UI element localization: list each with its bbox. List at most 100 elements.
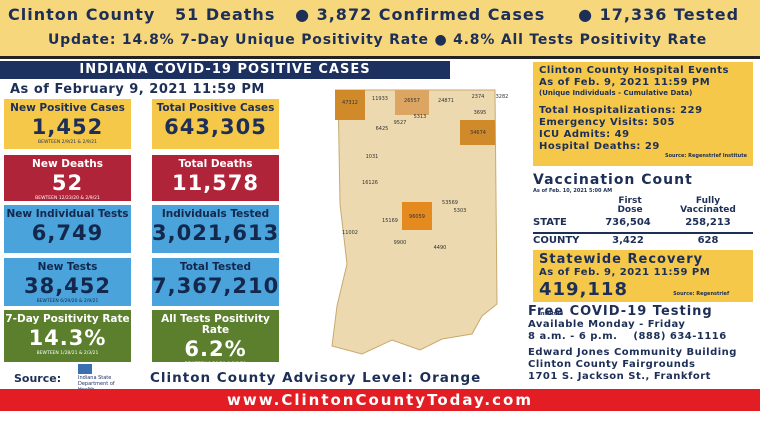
col-header: First Dose — [617, 196, 643, 215]
tile-value: 1,452 — [31, 115, 104, 139]
county-shade — [402, 202, 432, 230]
hospital-sub: (Unique Individuals - Cumulative Data) — [539, 89, 693, 97]
map-label: 24871 — [438, 98, 454, 104]
tile: Total Positive Cases 643,305 — [152, 99, 279, 149]
tile: All Tests Positivity Rate 6.2% BEWTEEN 1/2… — [152, 310, 279, 367]
tile-label: New Deaths — [32, 158, 103, 170]
map-label: 11933 — [372, 96, 388, 102]
testing: Free COVID-19 Testing Available Monday -… — [528, 304, 756, 383]
map-label: 15169 — [382, 218, 398, 224]
map-label: 16126 — [362, 180, 378, 186]
map-label: 6425 — [376, 126, 389, 132]
as-of: As of February 9, 2021 11:59 PM — [10, 82, 265, 97]
map-label: 53569 — [442, 200, 458, 206]
tile-value: 6,749 — [31, 221, 104, 245]
map-label: 9900 — [394, 240, 407, 246]
vaccination-value: 736,504 — [605, 217, 651, 228]
map-label: 4490 — [434, 245, 447, 251]
vaccination-title: Vaccination Count — [533, 172, 693, 188]
tile-label: New Positive Cases — [10, 102, 125, 114]
tested: ● 17,336 Tested — [578, 5, 740, 24]
tile-value: 643,305 — [164, 115, 267, 139]
vaccination-box: Vaccination Count As of Feb. 10, 2021 5:… — [533, 172, 753, 248]
tile-label: 7-Day Positivity Rate — [5, 313, 130, 325]
hospital-title: Clinton County Hospital Events — [539, 65, 729, 76]
tile: New Tests 38,452 BEWTEEN 6/29/20 & 2/9/21 — [4, 258, 131, 306]
row-label: COUNTY — [533, 235, 580, 246]
testing-phone: (888) 634-1116 — [633, 331, 727, 342]
tile-value: 38,452 — [23, 274, 112, 298]
tile-note: BEWTEEN 1/28/21 & 2/3/21 — [36, 351, 99, 356]
rule — [0, 56, 760, 59]
map-label: 47312 — [342, 100, 358, 106]
map-labels: 47312 11933 9527 26557 24871 2374 3282 6425 5313… — [342, 94, 508, 251]
hospital-items: Total Hospitalizations: 229 Emergency Vis… — [539, 105, 747, 153]
vaccination-value: 628 — [697, 235, 719, 246]
vaccination-as-of: As of Feb. 10, 2021 5:00 AM — [533, 188, 613, 194]
tile-label: Total Tested — [179, 261, 252, 273]
hospital-box: Clinton County Hospital Events As of Feb… — [533, 62, 753, 166]
tile-label: All Tests Positivity Rate — [161, 313, 270, 336]
map-label: 2374 — [472, 94, 485, 100]
map-label: 96059 — [409, 214, 425, 220]
testing-title: Free COVID-19 Testing — [528, 304, 713, 319]
tile-label: New Tests — [37, 261, 98, 273]
tile-note: BEWTEEN 12/23/20 & 2/9/21 — [35, 196, 100, 201]
map-label: 5313 — [414, 114, 427, 120]
map-label: 26557 — [404, 98, 420, 104]
place-line: Edward Jones Community Building — [528, 347, 737, 358]
testing-days: Available Monday - Friday — [528, 319, 686, 330]
tile: 7-Day Positivity Rate 14.3% BEWTEEN 1/28/2… — [4, 310, 131, 362]
hospital-as-of: As of Feb. 9, 2021 11:59 PM — [539, 77, 711, 88]
confirmed: ● 3,872 Confirmed Cases — [295, 5, 546, 24]
testing-hours: 8 a.m. - 6 p.m. — [528, 331, 618, 342]
map-label: 3282 — [496, 94, 509, 100]
tile-value: 7,367,210 — [152, 274, 280, 298]
hospital-item: Hospital Deaths: 29 — [539, 141, 660, 152]
tile-value: 14.3% — [28, 326, 107, 350]
county-shade — [395, 90, 429, 115]
tile-label: Individuals Tested — [161, 208, 270, 220]
place-line: 1701 S. Jackson St., Frankfort — [528, 371, 711, 382]
recovery-as-of: As of Feb. 9, 2021 11:59 PM — [539, 267, 711, 278]
recovery-source: Source: Regenstrief Institute — [539, 291, 730, 317]
row-label: STATE — [533, 217, 567, 228]
hospital-item: Emergency Visits: 505 — [539, 117, 675, 128]
map-label: 1031 — [366, 154, 379, 160]
tile: New Positive Cases 1,452 BEWTEEN 2/9/21 & … — [4, 99, 131, 149]
tile-value: 11,578 — [171, 171, 260, 195]
map-label: 11002 — [342, 230, 358, 236]
recovery-value: 419,118 — [539, 279, 628, 300]
col-header: Fully Vaccinated — [680, 196, 736, 215]
tile-value: 6.2% — [184, 337, 247, 361]
tile: New Individual Tests 6,749 — [4, 205, 131, 253]
map: 47312 11933 9527 26557 24871 2374 3282 6425 5313… — [331, 89, 508, 355]
map-label: 34674 — [470, 130, 486, 136]
map-label: 5303 — [454, 208, 467, 214]
testing-place: Edward Jones Community Building Clinton C… — [528, 347, 756, 383]
recovery-box: Statewide Recovery As of Feb. 9, 2021 11… — [533, 250, 753, 317]
banner: INDIANA COVID-19 POSITIVE CASES — [0, 61, 450, 79]
place-line: Clinton County Fairgrounds — [528, 359, 696, 370]
map-label: 9527 — [394, 120, 407, 126]
website: www.ClintonCountyToday.com — [0, 389, 760, 411]
hospital-source: Source: Regenstrief Institute — [664, 153, 747, 159]
vaccination-value: 258,213 — [685, 217, 731, 228]
header-line2: Update: 14.8% 7-Day Unique Positivity Ra… — [48, 32, 708, 48]
tile: Total Deaths 11,578 — [152, 155, 279, 201]
tile-label: Total Positive Cases — [156, 102, 275, 114]
county-shade — [335, 90, 365, 120]
tile-note: BEWTEEN 1/28/20 & 2/3/21 — [184, 362, 247, 367]
tile-value: 52 — [51, 171, 84, 195]
tile: Individuals Tested 3,021,613 — [152, 205, 279, 253]
hospital-item: Total Hospitalizations: 229 — [539, 105, 703, 116]
hospital-item: ICU Admits: 49 — [539, 129, 630, 140]
source: Source: — [14, 372, 62, 385]
tile-note: BEWTEEN 6/29/20 & 2/9/21 — [36, 299, 99, 304]
deaths: 51 Deaths — [175, 5, 276, 24]
tile: New Deaths 52 BEWTEEN 12/23/20 & 2/9/21 — [4, 155, 131, 201]
tile-value: 3,021,613 — [152, 221, 280, 245]
tile-label: Total Deaths — [178, 158, 253, 170]
tile-label: New Individual Tests — [6, 208, 129, 220]
county: Clinton County — [8, 5, 156, 24]
